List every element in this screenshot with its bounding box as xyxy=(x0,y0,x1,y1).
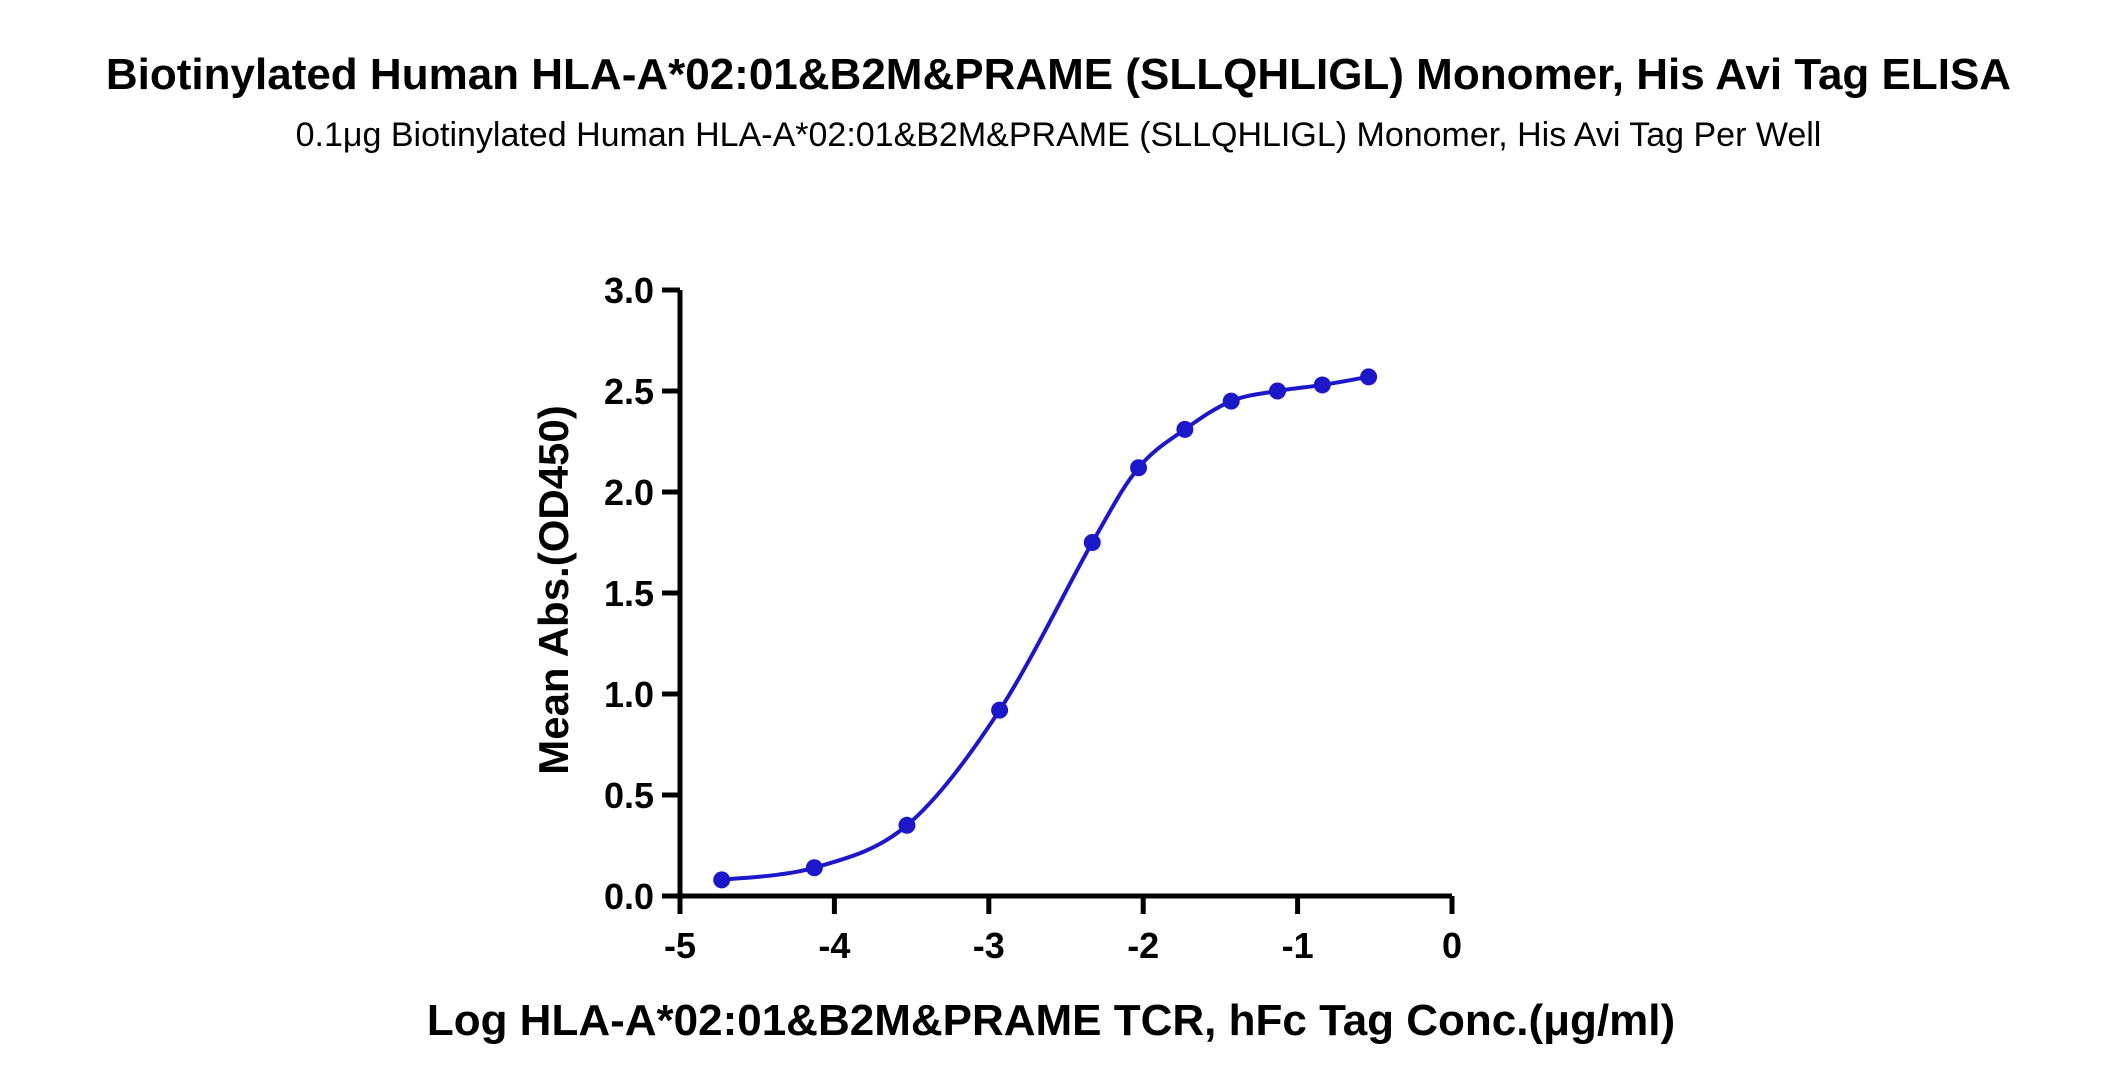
y-tick-label: 2.5 xyxy=(604,371,654,412)
x-tick-label: -4 xyxy=(818,925,850,966)
fit-curve xyxy=(721,374,1369,882)
x-axis-label: Log HLA-A*02:01&B2M&PRAME TCR, hFc Tag C… xyxy=(427,996,1675,1045)
data-point xyxy=(898,816,916,834)
data-point xyxy=(805,859,823,877)
x-tick-label: -3 xyxy=(973,925,1005,966)
y-tick-label: 2.0 xyxy=(604,472,654,513)
data-point xyxy=(1130,459,1148,477)
y-axis-label: Mean Abs.(OD450) xyxy=(530,405,577,775)
chart-subtitle: 0.1μg Biotinylated Human HLA-A*02:01&B2M… xyxy=(295,116,1822,154)
data-point xyxy=(713,871,731,889)
data-point xyxy=(1360,368,1378,386)
y-tick-label: 0.0 xyxy=(604,876,654,917)
y-tick-label: 1.5 xyxy=(604,573,654,614)
data-points-layer xyxy=(713,368,1378,889)
y-tick-label: 3.0 xyxy=(604,270,654,311)
x-tick-label: 0 xyxy=(1442,925,1462,966)
data-point xyxy=(991,701,1009,719)
y-tick-label: 0.5 xyxy=(604,775,654,816)
data-point xyxy=(1313,376,1331,394)
data-point xyxy=(1269,382,1287,400)
y-tick-label: 1.0 xyxy=(604,674,654,715)
x-tick-label: -5 xyxy=(664,925,696,966)
data-point xyxy=(1176,420,1194,438)
axes: 0.0 0.5 1.0 1.5 2.0 2.5 3.0 -5 -4 -3 -2 -1 0 xyxy=(604,270,1462,966)
fit-curve-layer xyxy=(721,374,1369,882)
x-tick-label: -2 xyxy=(1127,925,1159,966)
data-point xyxy=(1083,534,1101,551)
chart-title: Biotinylated Human HLA-A*02:01&B2M&PRAME… xyxy=(105,50,2012,99)
x-tick-label: -1 xyxy=(1282,925,1314,966)
data-point xyxy=(1222,392,1240,410)
